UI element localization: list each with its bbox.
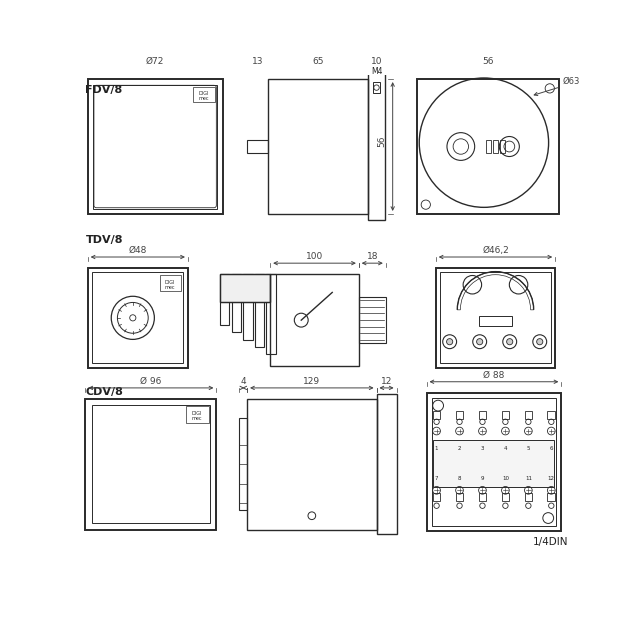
Bar	[433, 440, 554, 487]
Bar	[232, 274, 241, 332]
Bar	[427, 392, 561, 531]
Text: 56: 56	[378, 135, 387, 147]
Circle shape	[537, 338, 543, 345]
Bar	[359, 297, 386, 343]
Bar	[417, 79, 559, 214]
Bar	[160, 276, 181, 291]
Bar	[440, 273, 550, 363]
Text: 12: 12	[381, 376, 392, 386]
Text: 9: 9	[481, 476, 484, 481]
Bar	[436, 268, 555, 368]
Text: CDV/8: CDV/8	[86, 387, 124, 397]
Bar	[247, 140, 268, 153]
Bar	[433, 494, 440, 501]
Text: 11: 11	[525, 476, 532, 481]
Text: 4: 4	[241, 376, 246, 386]
Bar	[220, 274, 270, 302]
Bar	[372, 82, 380, 93]
Bar	[486, 140, 491, 153]
Text: 1: 1	[435, 446, 438, 451]
Text: 4: 4	[504, 446, 507, 451]
Bar	[433, 411, 440, 419]
Bar	[243, 274, 253, 340]
Circle shape	[447, 338, 452, 345]
Bar	[266, 274, 276, 355]
Text: 56: 56	[482, 57, 493, 66]
Text: mec: mec	[199, 96, 209, 101]
Bar	[186, 406, 209, 424]
Bar	[525, 411, 532, 419]
Bar	[93, 84, 217, 209]
Text: 5: 5	[527, 446, 530, 451]
Text: 3: 3	[481, 446, 484, 451]
Bar	[220, 274, 230, 325]
Text: Ø72: Ø72	[146, 57, 164, 66]
Circle shape	[477, 338, 483, 345]
Bar	[502, 411, 509, 419]
Bar	[239, 419, 247, 510]
Bar	[193, 87, 215, 102]
Bar	[88, 79, 223, 214]
Text: mec: mec	[165, 285, 175, 290]
Text: 6: 6	[550, 446, 553, 451]
Bar	[376, 394, 397, 534]
Text: 10: 10	[371, 57, 382, 66]
Text: 65: 65	[312, 57, 324, 66]
Bar	[547, 411, 555, 419]
Bar	[270, 274, 359, 366]
Bar	[456, 494, 463, 501]
Text: mec: mec	[192, 417, 202, 422]
Text: 18: 18	[367, 252, 378, 261]
Bar	[86, 399, 216, 530]
Bar	[368, 73, 385, 220]
Text: Ø 96: Ø 96	[140, 376, 161, 386]
Text: DIGI: DIGI	[199, 91, 209, 96]
Text: FDV/8: FDV/8	[86, 85, 123, 95]
Text: Ø46,2: Ø46,2	[482, 246, 509, 255]
Bar	[479, 494, 486, 501]
Bar	[547, 494, 555, 501]
Text: 2: 2	[458, 446, 461, 451]
Text: 1/4DIN: 1/4DIN	[532, 537, 568, 546]
Text: DIGI: DIGI	[165, 280, 175, 285]
Text: 7: 7	[435, 476, 438, 481]
Bar	[432, 398, 556, 526]
Bar	[92, 405, 210, 524]
Circle shape	[507, 338, 513, 345]
Text: DIGI: DIGI	[192, 411, 202, 416]
Bar	[88, 268, 188, 368]
Text: 10: 10	[502, 476, 509, 481]
Bar	[255, 274, 264, 347]
Text: Ø 88: Ø 88	[483, 371, 504, 379]
Bar	[525, 494, 532, 501]
Bar	[493, 140, 498, 153]
Text: Ø48: Ø48	[129, 246, 147, 255]
Text: M4: M4	[371, 67, 382, 76]
Text: 12: 12	[548, 476, 555, 481]
Text: Ø63: Ø63	[562, 77, 579, 86]
Text: TDV/8: TDV/8	[86, 235, 123, 245]
Text: 100: 100	[306, 252, 323, 261]
Bar	[456, 411, 463, 419]
Bar	[268, 79, 368, 214]
Bar	[502, 494, 509, 501]
Bar	[247, 399, 376, 530]
Bar	[220, 274, 270, 302]
Text: 13: 13	[252, 57, 263, 66]
Bar	[500, 140, 505, 153]
Bar	[479, 411, 486, 419]
Bar	[479, 315, 513, 326]
Text: 8: 8	[458, 476, 461, 481]
Text: 129: 129	[303, 376, 321, 386]
Bar	[92, 273, 183, 363]
